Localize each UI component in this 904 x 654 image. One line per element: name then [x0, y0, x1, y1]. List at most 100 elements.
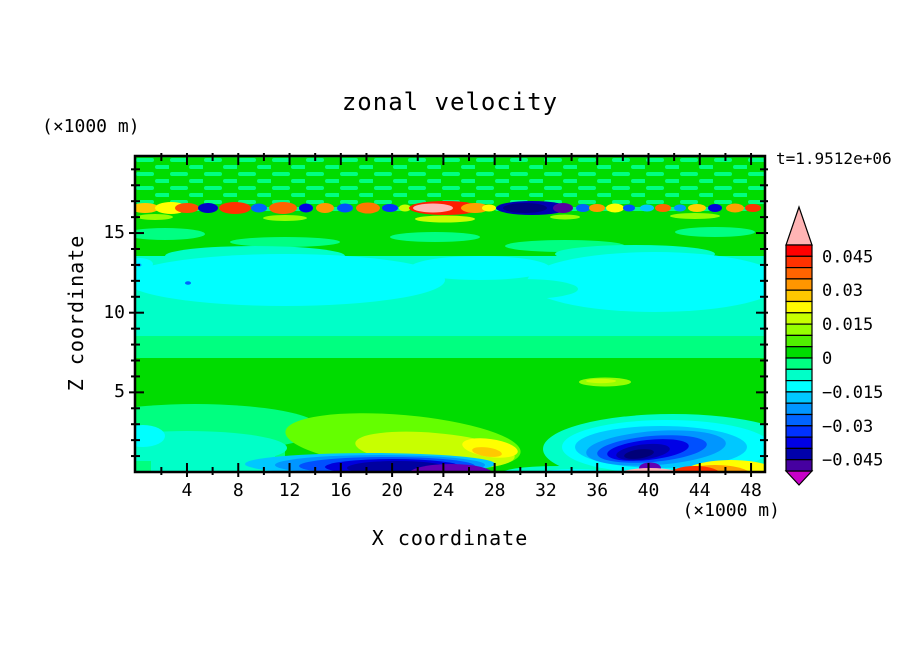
contour-blob	[316, 203, 334, 213]
contour-blob	[553, 203, 573, 213]
contour-blob	[198, 203, 218, 213]
y-tick-label: 5	[114, 381, 125, 403]
contour-blob	[269, 202, 297, 214]
contour-blob	[550, 214, 580, 220]
colorbar-segment	[785, 266, 813, 280]
contour-blob	[137, 214, 173, 220]
colorbar-label: 0	[822, 349, 832, 369]
contour-blob	[135, 254, 445, 306]
contour-blob	[670, 466, 720, 472]
contour-region	[135, 461, 151, 472]
colorbar-segment	[785, 278, 813, 291]
colorbar-arrow-top	[785, 205, 813, 246]
x-tick-label: 24	[432, 480, 455, 501]
colorbar-segment	[785, 368, 813, 382]
colorbar-arrow-bottom	[784, 470, 814, 486]
contour-blob	[175, 203, 199, 213]
x-tick-label: 16	[329, 480, 352, 501]
contour-blob	[675, 227, 755, 237]
contour-blob	[219, 202, 251, 214]
contour-blob	[640, 204, 654, 212]
contour-region	[135, 336, 765, 358]
contour-blob	[688, 204, 706, 212]
x-tick-label: 40	[637, 480, 660, 501]
x-tick-label: 12	[278, 480, 301, 501]
contour-blob	[655, 204, 671, 212]
contour-blob	[135, 203, 159, 213]
colorbar-segment	[785, 346, 813, 359]
colorbar-label: 0.03	[822, 281, 863, 301]
contour-blob	[606, 203, 624, 213]
colorbar-segment	[785, 244, 813, 257]
contour-blob	[576, 204, 590, 212]
contour-blob	[623, 204, 635, 212]
colorbar-label: −0.045	[822, 451, 883, 471]
contour-blob	[409, 464, 493, 472]
contour-blob	[390, 232, 480, 242]
contour-blob	[745, 204, 761, 212]
contour-blob	[527, 252, 765, 312]
x-tick-label: 36	[586, 480, 609, 501]
contour-field	[135, 156, 765, 472]
contour-blob	[382, 204, 398, 212]
time-annotation: t=1.9512e+06	[776, 149, 892, 168]
contour-blob	[670, 213, 720, 219]
colorbar-segment	[785, 300, 813, 314]
colorbar-label: −0.03	[822, 417, 873, 437]
colorbar-segment	[785, 334, 813, 348]
colorbar-label: 0.045	[822, 247, 873, 267]
contour-blob	[589, 204, 605, 212]
contour-blob	[586, 378, 616, 384]
colorbar-segment	[785, 312, 813, 325]
contour-blob	[299, 203, 313, 213]
contour-blob	[624, 449, 654, 459]
y-tick-label: 15	[103, 222, 125, 244]
contour-blob	[185, 281, 191, 285]
plot-title: zonal velocity	[341, 88, 559, 116]
colorbar-segment	[785, 357, 813, 370]
x-axis-unit-label: (×1000 m)	[682, 500, 780, 521]
contour-blob	[251, 203, 267, 213]
x-tick-label: 44	[688, 480, 711, 501]
contour-blob	[708, 204, 722, 212]
y-tick-label: 10	[103, 301, 125, 323]
contour-blob	[135, 425, 165, 447]
colorbar-label: −0.015	[822, 383, 883, 403]
colorbar: 0.045 0.03 0.015 0 −0.015 −0.03 −0.045	[784, 205, 883, 486]
colorbar-segment	[785, 436, 813, 450]
contour-blob	[415, 215, 475, 223]
x-tick-label: 32	[535, 480, 557, 501]
contour-blob	[356, 202, 380, 214]
contour-blob	[482, 204, 496, 212]
x-tick-label: 8	[232, 480, 244, 501]
colorbar-segment	[785, 447, 813, 461]
colorbar-segment	[785, 323, 813, 336]
plot-frame	[133, 154, 767, 474]
colorbar-segment	[785, 289, 813, 303]
colorbar-segment	[785, 425, 813, 438]
colorbar-segment	[785, 402, 813, 416]
contour-blob	[468, 279, 578, 299]
contour-blob	[472, 447, 502, 457]
contour-blob	[726, 203, 744, 213]
y-axis-unit-label: (×1000 m)	[42, 116, 140, 137]
contour-blob	[230, 237, 340, 247]
contour-blob	[674, 204, 686, 212]
colorbar-segment	[785, 413, 813, 427]
y-axis-title: Z coordinate	[64, 234, 88, 392]
x-tick-label: 28	[483, 480, 506, 501]
contour-blob	[542, 469, 608, 472]
contour-blob	[503, 203, 547, 213]
colorbar-label: 0.015	[822, 315, 873, 335]
contour-blob	[337, 203, 353, 213]
contour-blob	[135, 228, 205, 240]
colorbar-segment	[785, 255, 813, 269]
contour-blob	[410, 256, 550, 280]
contour-blob	[399, 204, 411, 212]
contour-blob	[135, 258, 153, 270]
x-tick-label: 4	[181, 480, 193, 501]
contour-blob	[461, 203, 489, 213]
x-axis-title: X coordinate	[371, 526, 529, 550]
colorbar-segment	[785, 459, 813, 472]
